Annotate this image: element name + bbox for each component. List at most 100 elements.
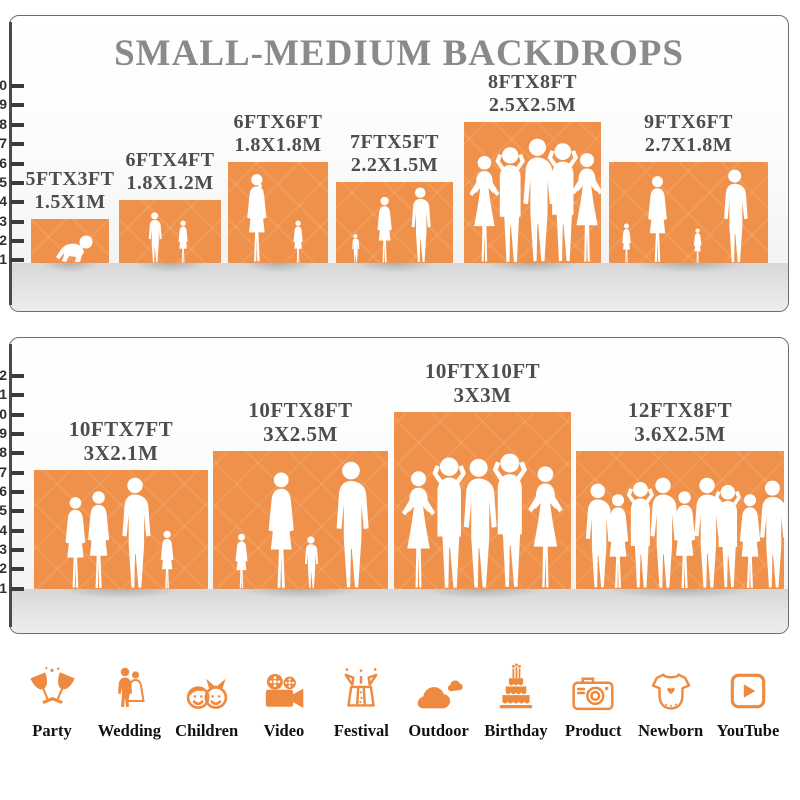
category-label: Video [263,721,305,740]
figure-shadow [464,262,601,277]
size-ft: 7FTX5FT [349,131,440,153]
size-m: 1.8X1.2M [126,172,214,194]
people-silhouette [402,453,563,588]
ruler-number: 3 [0,541,7,557]
birthday-cake-icon [492,658,540,714]
ruler-number: 6 [0,483,7,499]
size-m: 1.5X1M [34,191,106,213]
video-camera-icon [259,658,309,714]
bar-size-label: 10FTX7FT 3X2.1M [6,417,236,465]
ruler-tick [11,220,24,224]
ruler-tick [11,239,24,243]
backdrop-bar-6x4: 6FTX4FT 1.8X1.2M [119,149,221,263]
people-silhouette [65,477,174,589]
category-label: Birthday [484,721,548,740]
size-m: 2.5X2.5M [488,94,577,116]
ruler-tick [11,529,24,533]
ruler-number: 8 [0,116,7,132]
floor [10,263,788,311]
ruler-axis-line [9,22,12,305]
size-m: 1.8X1.8M [234,134,322,156]
people-silhouette [235,461,369,589]
backdrop-bar-12x8: 12FTX8FT 3.6X2.5M [576,398,788,589]
ruler-tick [11,181,24,185]
ruler-number: 1 [0,580,7,596]
ruler-number: 12 [0,367,7,383]
backdrop-bar-10x7: 10FTX7FT 3X2.1M [34,417,208,589]
floor [10,589,788,633]
gift-box-icon [337,658,385,714]
figure-shadow [34,588,208,603]
category-item-wedding: Wedding [93,658,165,741]
people-silhouette [56,235,93,262]
ruler-number: 1 [0,251,7,267]
figure-shadow [609,262,768,277]
category-label: Festival [333,721,389,740]
people-silhouette [585,477,788,588]
category-item-newborn: Newborn [635,658,707,741]
ruler-number: 3 [0,213,7,229]
ruler-number: 4 [0,522,7,538]
ruler-tick [11,548,24,552]
backdrop-bar-9x6: 9FTX6FT 2.7X1.8M [609,111,768,263]
size-ft: 9FTX6FT [643,111,734,133]
category-item-birthday: Birthday [480,658,552,741]
ruler-tick [11,393,24,397]
size-ft: 10FTX10FT [424,359,541,383]
cloud-icon [413,658,465,714]
backdrop-bar-6x6: 6FTX6FT 1.8X1.8M [228,111,328,263]
category-item-youtube: YouTube [712,658,784,741]
people-silhouette [352,187,431,263]
youtube-play-icon [725,658,771,714]
size-m: 3X2.1M [83,441,159,465]
category-label: Party [32,721,72,740]
bar-size-label: 8FTX8FT 2.5X2.5M [418,71,648,117]
ruler-tick [11,509,24,513]
category-item-product: Product [557,658,629,741]
bar-size-label: 6FTX4FT 1.8X1.2M [55,149,285,195]
party-glasses-icon [27,658,77,714]
category-item-children: Children [171,658,243,741]
figure-shadow [336,262,453,277]
category-item-festival: Festival [325,658,397,741]
category-item-outdoor: Outdoor [403,658,475,741]
size-ft: 10FTX7FT [68,417,174,441]
size-ft: 10FTX8FT [248,398,353,422]
ruler-number: 5 [0,174,7,190]
bar-size-label: 5FTX3FT 1.5X1M [0,168,185,214]
ruler-tick [11,413,24,417]
bar-size-label: 9FTX6FT 2.7X1.8M [574,111,800,157]
ruler-tick [11,432,24,436]
ruler-tick [11,123,24,127]
ruler-tick [11,162,24,166]
people-silhouette [247,174,303,263]
category-row: Party Wedding [0,658,800,768]
ruler-tick [11,471,24,475]
ruler-axis-line [9,344,12,627]
backdrop-bar-10x10: 10FTX10FT 3X3M [394,359,571,589]
ruler-tick [11,258,24,262]
size-m: 3.6X2.5M [634,422,726,446]
ruler-tick [11,142,24,146]
ruler-number: 5 [0,502,7,518]
size-m: 2.7X1.8M [644,134,733,156]
category-item-party: Party [16,658,88,741]
size-m: 2.2X1.5M [350,154,439,176]
size-ft: 12FTX8FT [627,398,733,422]
backdrop-bar-7x5: 7FTX5FT 2.2X1.5M [336,131,453,263]
ruler-number: 7 [0,135,7,151]
bar-size-label: 7FTX5FT 2.2X1.5M [280,131,510,177]
bar-size-label: 12FTX8FT 3.6X2.5M [565,398,795,446]
size-ft: 8FTX8FT [487,71,578,93]
ruler-tick [11,84,24,88]
ruler-number: 6 [0,155,7,171]
ruler-number: 11 [0,386,7,402]
category-label: Product [565,721,622,740]
backdrop-bar-8x8: 8FTX8FT 2.5X2.5M [464,71,603,263]
ruler-number: 2 [0,232,7,248]
size-ft: 5FTX3FT [25,168,115,190]
size-ft: 6FTX4FT [125,149,215,171]
figure-shadow [213,588,388,603]
ruler-number: 4 [0,193,7,209]
category-label: Wedding [97,721,161,740]
